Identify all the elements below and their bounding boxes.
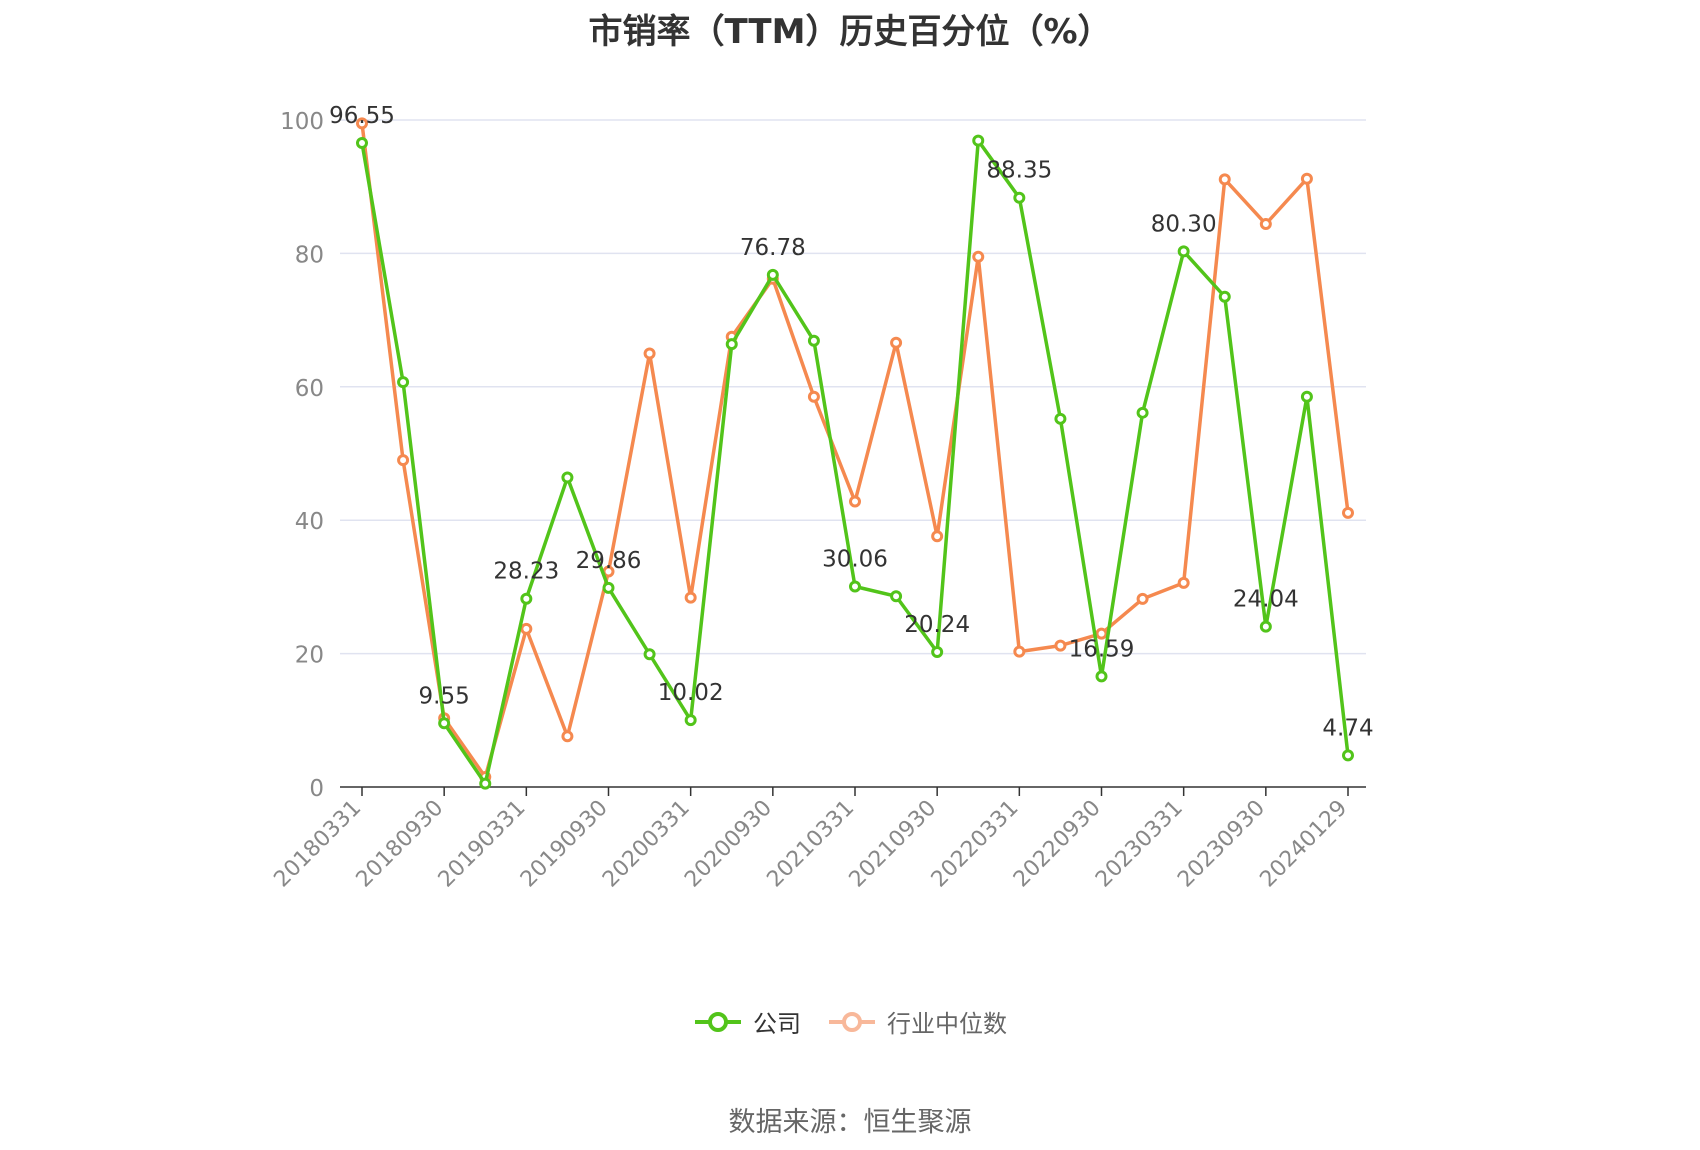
series-1-point-5 [561, 730, 574, 743]
series-1-point-16 [1013, 645, 1026, 658]
data-label-20230331: 80.30 [1151, 211, 1217, 237]
x-tick-label-20210331: 20210331 [762, 796, 859, 893]
grid-layer [340, 119, 1366, 655]
series-1-point-14 [931, 530, 944, 543]
series-0-point-10 [766, 268, 779, 281]
x-tick-label-20240129: 20240129 [1255, 796, 1352, 893]
x-tick-label-20190331: 20190331 [434, 796, 531, 893]
legend-company-line-icon [695, 1011, 741, 1032]
series-1-point-8 [684, 591, 697, 604]
series-0-point-12 [849, 580, 861, 593]
legend: 公司 行业中位数 [0, 1004, 1700, 1039]
series-1-point-18 [1095, 627, 1108, 640]
data-label-20220331: 88.35 [986, 158, 1052, 184]
series-0-point-23 [1300, 390, 1313, 403]
series-0-point-15 [972, 134, 985, 147]
series-0-point-8 [684, 714, 697, 727]
series-0-point-0 [356, 137, 368, 150]
series-1-point-13 [890, 336, 903, 349]
series-0-point-22 [1259, 620, 1272, 633]
series-1-point-17 [1054, 639, 1067, 652]
series-0-point-16 [1013, 191, 1026, 204]
legend-company-label: 公司 [753, 1010, 801, 1038]
data-label-20190930: 29.86 [576, 548, 642, 574]
series-0-point-6 [602, 581, 615, 594]
series-1-point-21 [1218, 173, 1231, 186]
series-1-point-24 [1342, 506, 1354, 519]
series-1-point-11 [807, 390, 820, 403]
series-0-point-3 [479, 777, 492, 790]
y-tick-label-80: 80 [295, 242, 324, 268]
series-0-point-19 [1136, 406, 1149, 419]
chart-title: 市销率（TTM）历史百分位（%） [588, 12, 1112, 52]
series-1-point-20 [1177, 576, 1190, 589]
data-label-20210331: 30.06 [822, 546, 888, 572]
data-source: 数据来源：恒生聚源 [728, 1107, 972, 1138]
series-0-point-9 [725, 338, 738, 351]
x-tick-label-20180331: 20180331 [269, 796, 366, 893]
series-1-point-0 [356, 117, 368, 130]
data-label-20200930: 76.78 [740, 235, 806, 261]
y-tick-label-60: 60 [295, 376, 324, 402]
series-1-point-1 [397, 454, 410, 467]
y-tick-label-100: 100 [280, 109, 324, 135]
data-label-20200331: 10.02 [658, 680, 724, 706]
series-1-point-15 [972, 250, 985, 263]
series-0-point-24 [1342, 749, 1354, 762]
y-tick-label-20: 20 [295, 643, 324, 669]
x-tick-label-20190930: 20190930 [516, 796, 613, 893]
x-tick-label-20220930: 20220930 [1009, 796, 1106, 893]
data-label-20180930: 9.55 [419, 683, 470, 709]
series-1-point-7 [643, 347, 656, 360]
series-0-point-4 [520, 592, 533, 605]
x-tick-label-20180930: 20180930 [352, 796, 449, 893]
series-0-point-17 [1054, 412, 1067, 425]
series-0-point-21 [1218, 290, 1231, 303]
series-1-point-19 [1136, 592, 1149, 605]
x-tick-label-20200930: 20200930 [680, 796, 777, 893]
data-label-20210930: 20.24 [904, 612, 970, 638]
series-0-point-1 [397, 376, 410, 389]
series-0-point-2 [438, 717, 451, 730]
data-label-20230930: 24.04 [1233, 587, 1299, 613]
data-label-20190331: 28.23 [493, 559, 559, 585]
legend-item-company[interactable]: 公司 [693, 1004, 801, 1039]
series-0-point-7 [643, 648, 656, 661]
series-layer [356, 117, 1354, 790]
series-1-point-4 [520, 622, 533, 635]
series-1-point-22 [1259, 218, 1272, 231]
data-label-layer: 96.55 9.55 28.23 29.86 10.02 76.78 30.06 20.24 8… [329, 103, 1374, 741]
series-0-point-14 [931, 645, 944, 658]
x-tick-label-20230930: 20230930 [1173, 796, 1270, 893]
series-1-point-23 [1300, 172, 1313, 185]
data-label-20240129: 4.74 [1322, 715, 1373, 741]
series-0-point-18 [1095, 670, 1108, 683]
series-0-point-5 [561, 471, 574, 484]
y-tick-label-40: 40 [295, 509, 324, 535]
series-1-point-12 [849, 495, 861, 508]
series-0-point-13 [890, 590, 903, 603]
legend-industry-label: 行业中位数 [887, 1010, 1007, 1038]
x-tick-label-20220331: 20220331 [927, 796, 1024, 893]
series-0-point-11 [807, 334, 820, 347]
x-tick-label-20200331: 20200331 [598, 796, 695, 893]
series-0-point-20 [1177, 245, 1190, 258]
data-label-20180331: 96.55 [329, 103, 395, 129]
data-label-20220930: 16.59 [1069, 636, 1135, 662]
x-tick-label-20230331: 20230331 [1091, 796, 1188, 893]
legend-item-industry[interactable]: 行业中位数 [827, 1004, 1007, 1039]
legend-industry-line-icon [829, 1011, 875, 1032]
x-tick-label-20210930: 20210930 [845, 796, 942, 893]
y-tick-label-0: 0 [309, 776, 324, 802]
